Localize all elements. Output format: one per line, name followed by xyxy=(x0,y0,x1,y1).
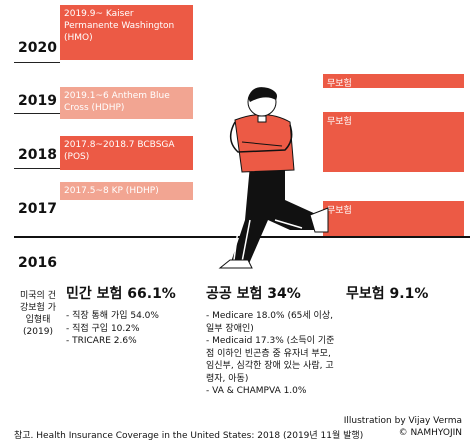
plan-bar: 2017.5~8 KP (HDHP) xyxy=(60,182,193,200)
year-line xyxy=(14,62,60,63)
credit: Illustration by Vijay Verma xyxy=(343,416,462,426)
list-item: - VA & CHAMPVA 1.0% xyxy=(206,386,307,396)
plan-bar: 2019.1~6 Anthem Blue Cross (HDHP) xyxy=(60,87,193,119)
item-list: - 직장 통해 가입 54.0% - 직접 구입 10.2% - TRICARE 2… xyxy=(66,310,196,348)
uninsured-bar: 무보험 xyxy=(323,74,464,89)
list-item: - 직장 통해 가입 54.0% xyxy=(66,311,159,321)
list-item: - Medicaid 17.3% (소득이 기준점 이하인 빈곤층 중 유자녀 … xyxy=(206,336,335,384)
year: 2019 xyxy=(18,93,57,109)
year: 2018 xyxy=(18,147,57,163)
illustration xyxy=(218,87,329,269)
copyright: © NAMHYOJIN xyxy=(398,428,462,438)
year-line xyxy=(14,113,60,114)
uninsured-bar: 무보험 xyxy=(323,112,464,172)
source: 참고. Health Insurance Coverage in the Uni… xyxy=(14,431,364,441)
item-list: - Medicare 18.0% (65세 이상, 일부 장애인) - Medic… xyxy=(206,310,341,398)
list-item: - Medicare 18.0% (65세 이상, 일부 장애인) xyxy=(206,311,333,334)
year: 2020 xyxy=(18,40,57,56)
plan-bar: 2017.8~2018.7 BCBSGA (POS) xyxy=(60,136,193,170)
year-line xyxy=(14,168,60,169)
column-heading: 공공 보험 34% xyxy=(206,286,301,302)
summary-title: 미국의 건강보험 가입형태 (2019) xyxy=(20,291,56,337)
year: 2016 xyxy=(18,255,57,271)
list-item: - TRICARE 2.6% xyxy=(66,336,137,346)
uninsured-bar: 무보험 xyxy=(323,201,464,236)
list-item: - 직접 구입 10.2% xyxy=(66,323,140,334)
year: 2017 xyxy=(18,201,57,217)
plan-bar: 2019.9~ Kaiser Permanente Washington (HM… xyxy=(60,5,193,60)
column-heading: 민간 보험 66.1% xyxy=(66,286,176,302)
column-heading: 무보험 9.1% xyxy=(346,286,429,302)
